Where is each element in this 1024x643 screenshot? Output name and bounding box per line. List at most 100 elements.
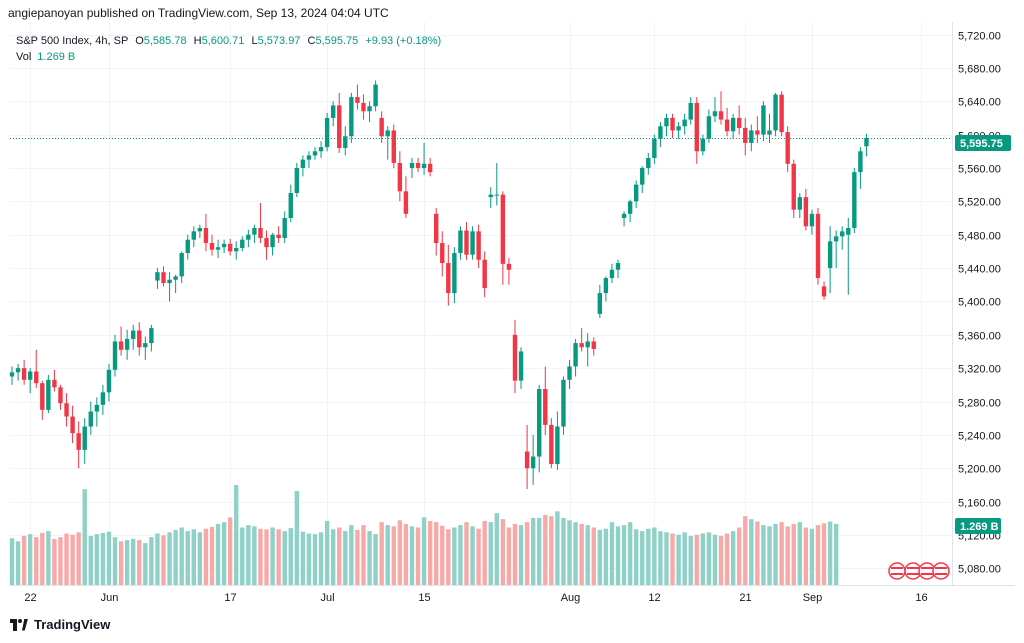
candle-body bbox=[349, 97, 354, 137]
volume-bar bbox=[373, 534, 378, 585]
candle-body bbox=[27, 371, 33, 380]
candle-body bbox=[846, 228, 851, 235]
candle bbox=[567, 359, 572, 389]
candle-body bbox=[579, 343, 584, 348]
candle-body bbox=[603, 278, 609, 294]
volume-bar bbox=[215, 523, 221, 585]
candle bbox=[58, 384, 63, 410]
candle bbox=[143, 336, 148, 360]
volume-bar bbox=[706, 532, 712, 585]
candle bbox=[827, 226, 833, 294]
candle-body bbox=[215, 247, 221, 250]
candle bbox=[524, 424, 530, 490]
volume-bar bbox=[640, 531, 645, 585]
candle-body bbox=[294, 167, 300, 193]
price-axis: 5,720.005,680.005,640.005,600.005,560.00… bbox=[958, 31, 1001, 576]
volume-bar bbox=[318, 532, 324, 585]
x-tick-label: 15 bbox=[418, 592, 430, 604]
candle-body bbox=[82, 426, 87, 450]
candle bbox=[494, 162, 499, 206]
candle bbox=[627, 199, 633, 223]
candle bbox=[282, 211, 287, 244]
candle bbox=[82, 418, 87, 465]
volume-bar bbox=[300, 531, 306, 585]
volume-bar bbox=[76, 532, 81, 585]
candle-body bbox=[355, 97, 360, 103]
candle-body bbox=[137, 330, 142, 348]
volume-bar bbox=[270, 527, 275, 585]
candle-body bbox=[658, 126, 663, 139]
volume-bar bbox=[785, 526, 790, 585]
volume-bar bbox=[555, 511, 560, 585]
candle-body bbox=[615, 263, 621, 270]
candle bbox=[833, 230, 839, 269]
volume-bar bbox=[646, 528, 651, 585]
candle bbox=[549, 418, 554, 469]
volume-bar bbox=[712, 534, 718, 585]
candle bbox=[240, 236, 245, 252]
volume-bar bbox=[337, 527, 342, 585]
candle-body bbox=[173, 276, 178, 280]
volume-bar bbox=[767, 526, 772, 585]
candle bbox=[52, 369, 57, 392]
candle-body bbox=[573, 343, 578, 367]
volume-bar bbox=[549, 516, 554, 585]
candle bbox=[379, 111, 384, 143]
candle-body bbox=[324, 117, 330, 148]
candle bbox=[858, 147, 863, 189]
volume-bar bbox=[124, 540, 130, 585]
close-key: C bbox=[307, 35, 316, 47]
volume-bar bbox=[355, 529, 360, 585]
candle bbox=[306, 151, 312, 168]
event-flag-icons[interactable] bbox=[888, 562, 950, 580]
volume-bar bbox=[609, 522, 615, 585]
candle-body bbox=[367, 106, 372, 112]
svg-text:1.269 B: 1.269 B bbox=[960, 521, 999, 533]
candle-body bbox=[506, 263, 512, 270]
tradingview-brand[interactable]: TradingView bbox=[10, 617, 110, 632]
volume-bar bbox=[524, 522, 530, 585]
candle-body bbox=[409, 162, 415, 168]
candle bbox=[476, 224, 481, 269]
tradingview-logo-icon bbox=[10, 618, 28, 631]
volume-bar bbox=[591, 527, 596, 585]
candle bbox=[846, 218, 851, 295]
candle-body bbox=[221, 243, 227, 248]
candle bbox=[106, 363, 112, 402]
candle-body bbox=[761, 105, 766, 135]
candle-body bbox=[330, 105, 336, 118]
published-caption: angiepanoyan published on TradingView.co… bbox=[8, 6, 389, 20]
candle bbox=[730, 113, 736, 139]
candle-body bbox=[670, 117, 675, 131]
candle bbox=[482, 251, 487, 298]
candle-body bbox=[773, 94, 778, 131]
volume-bar bbox=[391, 526, 396, 585]
volume-bar bbox=[52, 538, 57, 585]
candle-body bbox=[203, 228, 209, 244]
candle-body bbox=[452, 253, 457, 294]
candle-body bbox=[227, 243, 233, 252]
volume-bar bbox=[343, 531, 348, 585]
volume-bar bbox=[179, 527, 184, 585]
y-tick-label: 5,680.00 bbox=[958, 64, 1001, 76]
candle-body bbox=[549, 424, 554, 465]
y-tick-label: 5,520.00 bbox=[958, 197, 1001, 209]
candle bbox=[458, 226, 463, 260]
candle-body bbox=[415, 162, 421, 168]
candle-body bbox=[100, 392, 106, 405]
candle-body bbox=[706, 116, 712, 139]
volume-bar bbox=[258, 528, 263, 585]
volume-bar bbox=[500, 519, 506, 585]
candle bbox=[21, 359, 27, 385]
volume-bar bbox=[585, 525, 590, 585]
candle-body bbox=[252, 228, 257, 235]
candle bbox=[573, 338, 578, 377]
candle bbox=[421, 142, 427, 175]
candle-body bbox=[112, 341, 118, 370]
y-tick-label: 5,720.00 bbox=[958, 31, 1001, 43]
candle bbox=[100, 384, 106, 415]
volume-bar bbox=[288, 528, 293, 585]
close-value: 5,595.75 bbox=[315, 35, 359, 47]
volume-bar bbox=[603, 528, 609, 585]
